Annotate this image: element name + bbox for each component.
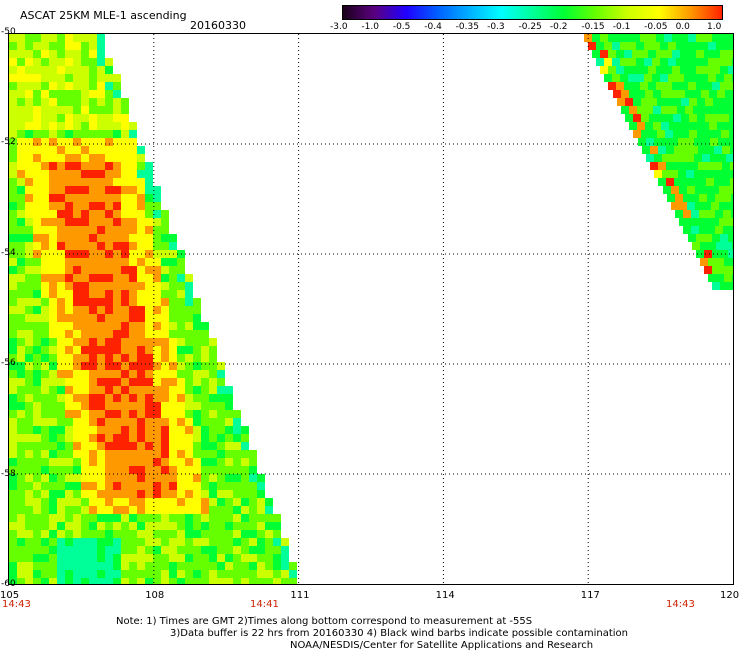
legend-label: -0.25 (518, 22, 542, 32)
legend-label: -0.05 (644, 22, 668, 32)
longitude-label: 108 (145, 590, 165, 601)
swath-map (8, 33, 734, 585)
time-label-middle: 14:41 (250, 599, 279, 610)
latitude-label: -56 (1, 358, 16, 369)
swath-cells (9, 34, 733, 584)
legend-label: -0.5 (392, 22, 411, 32)
time-label-left: 14:43 (2, 599, 31, 610)
legend-label: -0.15 (581, 22, 605, 32)
swath-map-svg (9, 34, 733, 584)
longitude-label: 105 (0, 590, 20, 601)
longitude-label: 114 (435, 590, 455, 601)
time-label-right: 14:43 (666, 599, 695, 610)
longitude-label: 111 (290, 590, 310, 601)
legend-label: -3.0 (330, 22, 348, 32)
latitude-label: -54 (1, 247, 16, 258)
note-line-1: Note: 1) Times are GMT 2)Times along bot… (116, 616, 533, 627)
note-line-2: 3)Data buffer is 22 hrs from 20160330 4)… (170, 628, 628, 639)
legend-label: -0.4 (424, 22, 442, 32)
latitude-label: -50 (1, 27, 16, 37)
note-line-3: NOAA/NESDIS/Center for Satellite Applica… (290, 640, 594, 651)
graticule (9, 34, 733, 584)
legend-label: -0.2 (549, 22, 568, 32)
longitude-label: 117 (580, 590, 600, 601)
latitude-label: -58 (1, 468, 16, 479)
latitude-label: -52 (1, 137, 16, 148)
longitude-label: 120 (720, 590, 740, 601)
legend-colorbar (342, 5, 723, 20)
product-date: 20160330 (190, 19, 246, 32)
latitude-label: -60 (1, 579, 16, 589)
legend-label: -0.3 (487, 22, 505, 32)
product-title: ASCAT 25KM MLE-1 ascending (20, 9, 187, 22)
legend-label: -0.35 (455, 22, 479, 32)
legend-label: 1.0 (707, 22, 722, 32)
legend-label: 0.0 (675, 22, 690, 32)
legend-label: -0.1 (612, 22, 631, 32)
legend-label: -1.0 (361, 22, 379, 32)
